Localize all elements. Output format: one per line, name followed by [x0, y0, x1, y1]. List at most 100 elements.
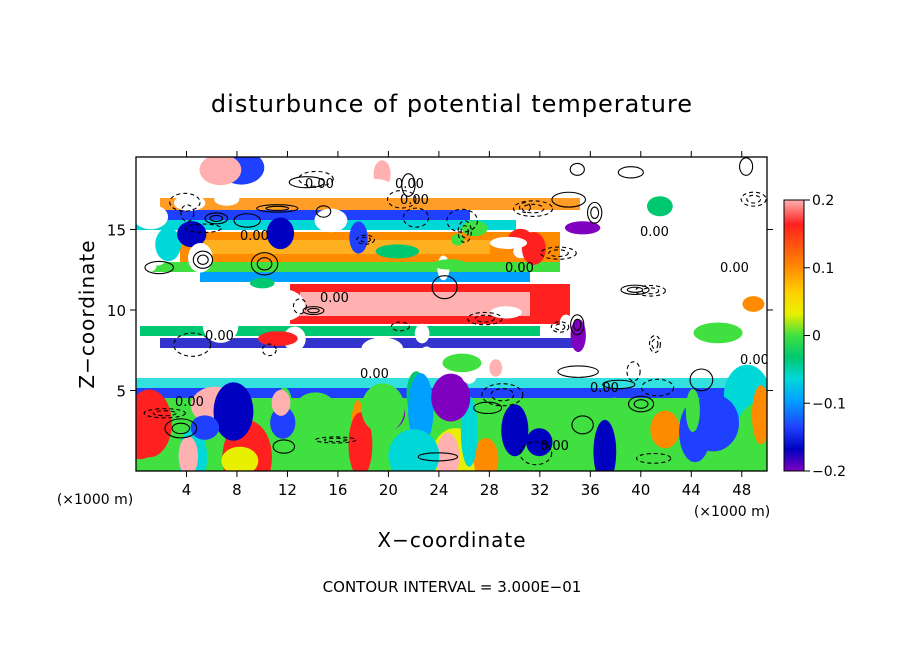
- contour-loop: [457, 220, 472, 244]
- colorbar-tick-label: 0: [812, 329, 821, 345]
- field-blob: [451, 234, 465, 246]
- contour-loop: [204, 212, 229, 225]
- x-tick-label: 24: [429, 481, 448, 499]
- field-blob: [593, 419, 617, 471]
- contour-loop: [173, 332, 212, 357]
- contour-loop: [431, 275, 458, 300]
- y-axis-ticks: 5 10 15: [107, 221, 773, 400]
- x-unit-label: (×1000 m): [694, 504, 770, 520]
- y-tick-label: 10: [107, 302, 126, 320]
- contour-loop: [171, 422, 191, 435]
- field-blobs: [136, 157, 767, 471]
- contour-loop: [288, 176, 325, 189]
- contour-loop: [180, 204, 195, 222]
- field-blob: [489, 359, 503, 377]
- contour-label: 0.00: [205, 329, 234, 344]
- field-blob: [489, 236, 528, 250]
- contour-loop: [481, 383, 524, 407]
- field-blob: [650, 410, 680, 449]
- field-blob: [190, 415, 220, 440]
- field-blob: [388, 429, 440, 471]
- contour-loop: [261, 343, 277, 357]
- contour-loop: [143, 408, 186, 419]
- x-tick-label: 12: [278, 481, 297, 499]
- colorbar: [783, 199, 805, 472]
- contour-loop: [314, 436, 357, 444]
- contour-label: 0.00: [590, 381, 619, 396]
- contour-loop: [401, 173, 416, 197]
- field-blob: [432, 259, 467, 270]
- field-blob: [177, 221, 207, 248]
- field-blob: [461, 220, 488, 237]
- contour-loop: [256, 204, 299, 213]
- contour-loop: [250, 252, 279, 276]
- x-axis-label: X−coordinate: [377, 528, 526, 552]
- contour-loop: [292, 298, 307, 315]
- contour-loop: [256, 257, 273, 271]
- field-blob: [526, 428, 553, 457]
- colorbar-tick-label: −0.2: [812, 464, 846, 480]
- contour-loop: [402, 207, 430, 228]
- contour-labels: 0.00 0.000.000.000.000.000.000.000.000.00…: [175, 177, 767, 454]
- contour-loop: [360, 236, 372, 243]
- contour-label: 0.00: [360, 367, 389, 382]
- field-blob: [296, 392, 335, 421]
- field-blob: [550, 403, 570, 471]
- colorbar-ticks: 0.2 0.1 0 −0.1 −0.2: [804, 193, 846, 480]
- x-tick-label: 20: [379, 481, 398, 499]
- contour-loop: [571, 415, 594, 435]
- field-blob: [685, 388, 700, 433]
- field-blob: [270, 406, 296, 439]
- contour-loop: [740, 191, 767, 207]
- y-axis-label: Z−coordinate: [75, 239, 99, 388]
- chart-title: disturbunce of potential temperature: [211, 90, 693, 118]
- field-blob: [249, 277, 275, 289]
- contour-loop: [512, 200, 554, 217]
- contour-loop: [651, 338, 659, 350]
- contour-label: 0.00: [320, 291, 349, 306]
- field-blob: [271, 389, 291, 416]
- field-blob: [436, 432, 460, 471]
- contour-loop: [169, 192, 201, 212]
- contour-label: 0.00: [720, 261, 749, 276]
- field-blob: [408, 373, 434, 446]
- contour-loop: [620, 284, 650, 295]
- field-blob: [431, 373, 471, 422]
- contour-loop: [617, 166, 644, 179]
- field-blob: [521, 232, 546, 265]
- contour-loop: [197, 254, 209, 266]
- field-blob: [314, 208, 348, 233]
- x-tick-label: 4: [182, 481, 192, 499]
- field-blob: [136, 389, 172, 458]
- colorbar-tick-label: −0.1: [812, 396, 846, 412]
- contour-label: 0.00: [305, 177, 334, 192]
- contour-loop: [548, 249, 569, 258]
- contour-loop: [386, 189, 417, 209]
- field-blob: [361, 337, 404, 361]
- contour-loop: [633, 399, 649, 409]
- contour-loop: [551, 191, 587, 208]
- contour-label: 0.00: [175, 395, 204, 410]
- field-blob: [564, 221, 601, 235]
- contour-loop: [164, 418, 198, 439]
- contour-loop: [265, 205, 290, 212]
- contour-loop: [417, 452, 459, 462]
- contour-loop: [641, 378, 675, 397]
- field-blob: [414, 323, 430, 344]
- field-blob: [257, 288, 305, 322]
- contour-loop: [302, 306, 325, 316]
- field-blob: [188, 242, 213, 273]
- field-blob: [473, 438, 499, 471]
- field-blob: [742, 296, 765, 312]
- x-tick-label: 36: [581, 481, 600, 499]
- field-blob: [442, 353, 482, 373]
- field-blob: [177, 354, 204, 371]
- contour-loop: [573, 318, 582, 331]
- x-tick-label: 48: [732, 481, 751, 499]
- field-blob: [477, 355, 494, 375]
- contour-loop: [390, 321, 410, 332]
- field-blob: [646, 196, 673, 217]
- field-blob: [136, 204, 169, 230]
- field-blob: [751, 385, 767, 445]
